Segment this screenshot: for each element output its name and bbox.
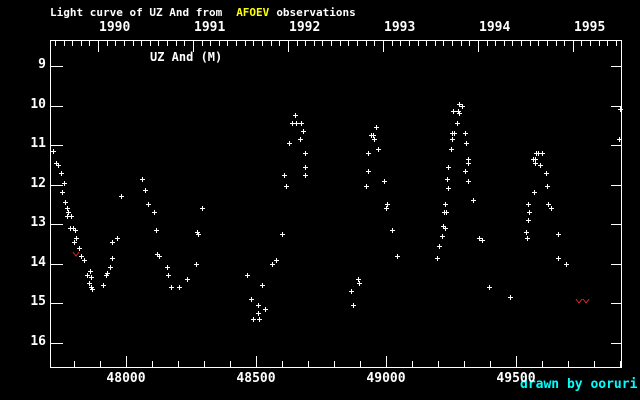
y-axis-label: 16 xyxy=(30,334,46,349)
axis-ticks xyxy=(51,41,621,367)
y-axis-label: 15 xyxy=(30,294,46,309)
chart-frame xyxy=(50,40,622,368)
x-axis-label: 48500 xyxy=(236,371,276,386)
title-suffix: observations xyxy=(276,6,356,19)
x-axis-label: 48000 xyxy=(106,371,146,386)
y-axis-label: 10 xyxy=(30,97,46,112)
year-label: 1992 xyxy=(289,20,321,35)
title-prefix: Light curve of UZ And from xyxy=(50,6,223,19)
credit-text: drawn by ooruri xyxy=(520,377,638,392)
data-points xyxy=(51,102,623,322)
y-axis-label: 12 xyxy=(30,176,46,191)
year-label: 1995 xyxy=(574,20,606,35)
chart-title: Light curve of UZ And from AFOEV observati… xyxy=(50,6,356,19)
year-label: 1993 xyxy=(384,20,416,35)
year-label: 1994 xyxy=(479,20,511,35)
x-axis-label: 49000 xyxy=(366,371,406,386)
y-axis-label: 14 xyxy=(30,255,46,270)
title-highlight: AFOEV xyxy=(236,6,270,19)
fainter-than-markers xyxy=(72,251,590,304)
year-label: 1990 xyxy=(99,20,131,35)
y-axis-label: 9 xyxy=(38,57,46,72)
x-axis-label: 49500 xyxy=(496,371,536,386)
year-label: 1991 xyxy=(194,20,226,35)
y-axis-label: 13 xyxy=(30,215,46,230)
star-label: UZ And (M) xyxy=(150,50,223,64)
y-axis-label: 11 xyxy=(30,136,46,151)
